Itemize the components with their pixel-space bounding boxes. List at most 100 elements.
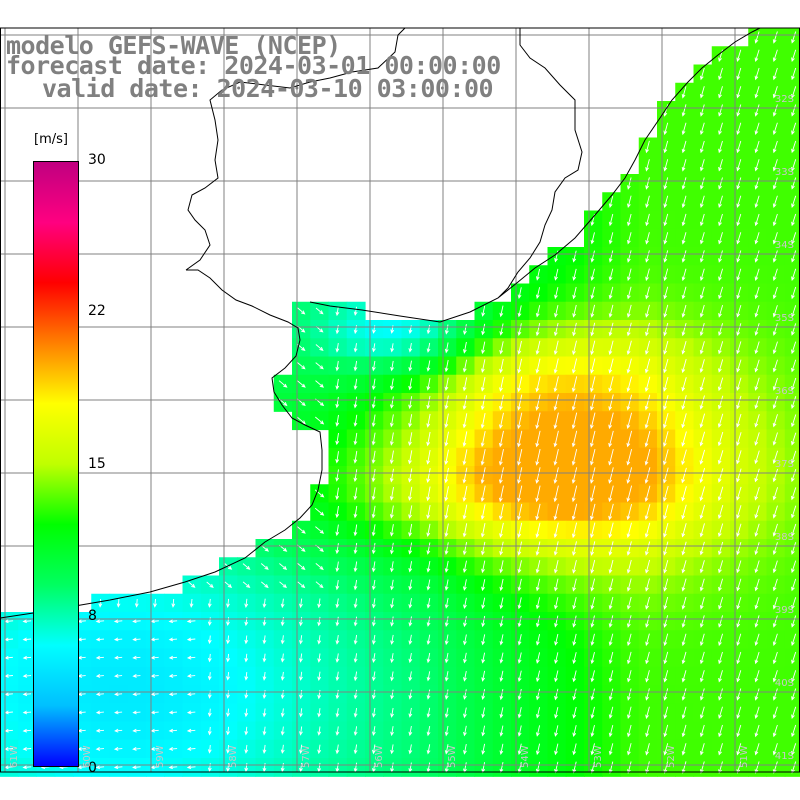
wind-arrow (754, 432, 760, 446)
wind-arrow (718, 341, 724, 355)
wind-arrow (736, 140, 742, 154)
wind-arrow (572, 688, 577, 701)
wind-arrow (535, 376, 541, 393)
wind-arrow (718, 743, 723, 756)
wind-arrow (590, 448, 596, 466)
wind-arrow (754, 597, 760, 610)
wind-arrow (772, 395, 778, 410)
wind-arrow (718, 213, 723, 227)
wind-arrow (444, 725, 449, 737)
wind-arrow (717, 395, 724, 410)
wind-arrow (663, 541, 669, 556)
wind-arrow (772, 761, 778, 774)
wind-arrow (335, 598, 340, 609)
wind-arrow (408, 343, 413, 353)
wind-arrow (736, 615, 742, 628)
wind-arrow (553, 485, 559, 503)
wind-arrow (590, 724, 595, 738)
wind-arrow (535, 541, 541, 556)
wind-arrow (754, 670, 760, 683)
wind-arrow (754, 706, 760, 719)
wind-arrow (535, 358, 541, 374)
wind-arrow (699, 304, 705, 318)
wind-arrow (772, 250, 778, 263)
wind-arrow (626, 541, 632, 556)
wind-arrow (791, 341, 797, 355)
wind-arrow (262, 653, 267, 663)
wind-arrow (262, 671, 267, 681)
wind-arrow (791, 505, 797, 519)
wind-cell (784, 374, 800, 394)
wind-arrow (736, 596, 742, 610)
wind-arrow (791, 377, 797, 391)
wind-arrow (535, 688, 541, 701)
wind-arrow (335, 433, 340, 446)
wind-arrow (681, 340, 687, 355)
wind-cell (784, 575, 800, 595)
wind-arrow (297, 380, 306, 388)
wind-arrow (553, 541, 559, 556)
wind-arrow (645, 159, 650, 172)
wind-arrow (772, 213, 778, 227)
wind-arrow (699, 286, 705, 300)
wind-cell (784, 630, 800, 650)
wind-arrow (186, 710, 196, 715)
wind-arrow (353, 653, 358, 663)
wind-arrow (699, 486, 706, 502)
wind-arrow (517, 688, 522, 701)
wind-arrow (371, 689, 376, 700)
wind-arrow (371, 396, 376, 409)
wind-arrow (22, 619, 32, 624)
wind-arrow (590, 268, 595, 281)
wind-arrow (699, 86, 705, 99)
wind-arrow (517, 449, 523, 466)
wind-arrow (132, 655, 141, 660)
wind-arrow (608, 195, 614, 209)
wind-arrow (390, 634, 394, 645)
wind-arrow (189, 598, 194, 608)
wind-arrow (315, 380, 324, 388)
wind-arrow (590, 615, 595, 628)
wind-arrow (645, 706, 650, 720)
wind-arrow (718, 304, 724, 318)
wind-arrow (499, 541, 504, 556)
wind-arrow (791, 724, 797, 738)
wind-arrow (517, 725, 522, 737)
wind-arrow (315, 526, 325, 534)
wind-arrow (244, 726, 249, 736)
wind-arrow (315, 563, 324, 571)
wind-arrow (95, 655, 104, 660)
wind-arrow (481, 615, 486, 628)
wind-arrow (186, 747, 196, 751)
wind-arrow (444, 504, 449, 520)
wind-arrow (444, 324, 449, 335)
wind-arrow (371, 432, 376, 446)
wind-arrow (626, 485, 633, 503)
wind-arrow (772, 359, 778, 373)
wind-arrow (462, 449, 468, 466)
wind-arrow (772, 341, 778, 355)
wind-arrow (681, 523, 687, 538)
wind-arrow (299, 708, 303, 718)
wind-arrow (662, 449, 669, 466)
wind-arrow (791, 213, 797, 227)
wind-arrow (499, 597, 504, 610)
wind-arrow (736, 104, 742, 117)
wind-arrow (371, 653, 376, 664)
wind-arrow (480, 485, 486, 503)
lat-label-34s: 34S (774, 240, 794, 251)
wind-arrow (480, 523, 486, 538)
wind-arrow (517, 707, 522, 719)
wind-arrow (553, 322, 559, 337)
wind-arrow (718, 159, 723, 172)
wind-arrow (772, 743, 778, 756)
wind-arrow (663, 104, 669, 117)
wind-arrow (681, 232, 687, 245)
wind-arrow (426, 744, 431, 755)
wind-arrow (95, 692, 104, 697)
wind-arrow (280, 635, 285, 645)
lon-label-52w: 52W (666, 745, 677, 768)
wind-arrow (168, 747, 178, 751)
wind-arrow (279, 581, 287, 589)
wind-arrow (481, 652, 486, 664)
